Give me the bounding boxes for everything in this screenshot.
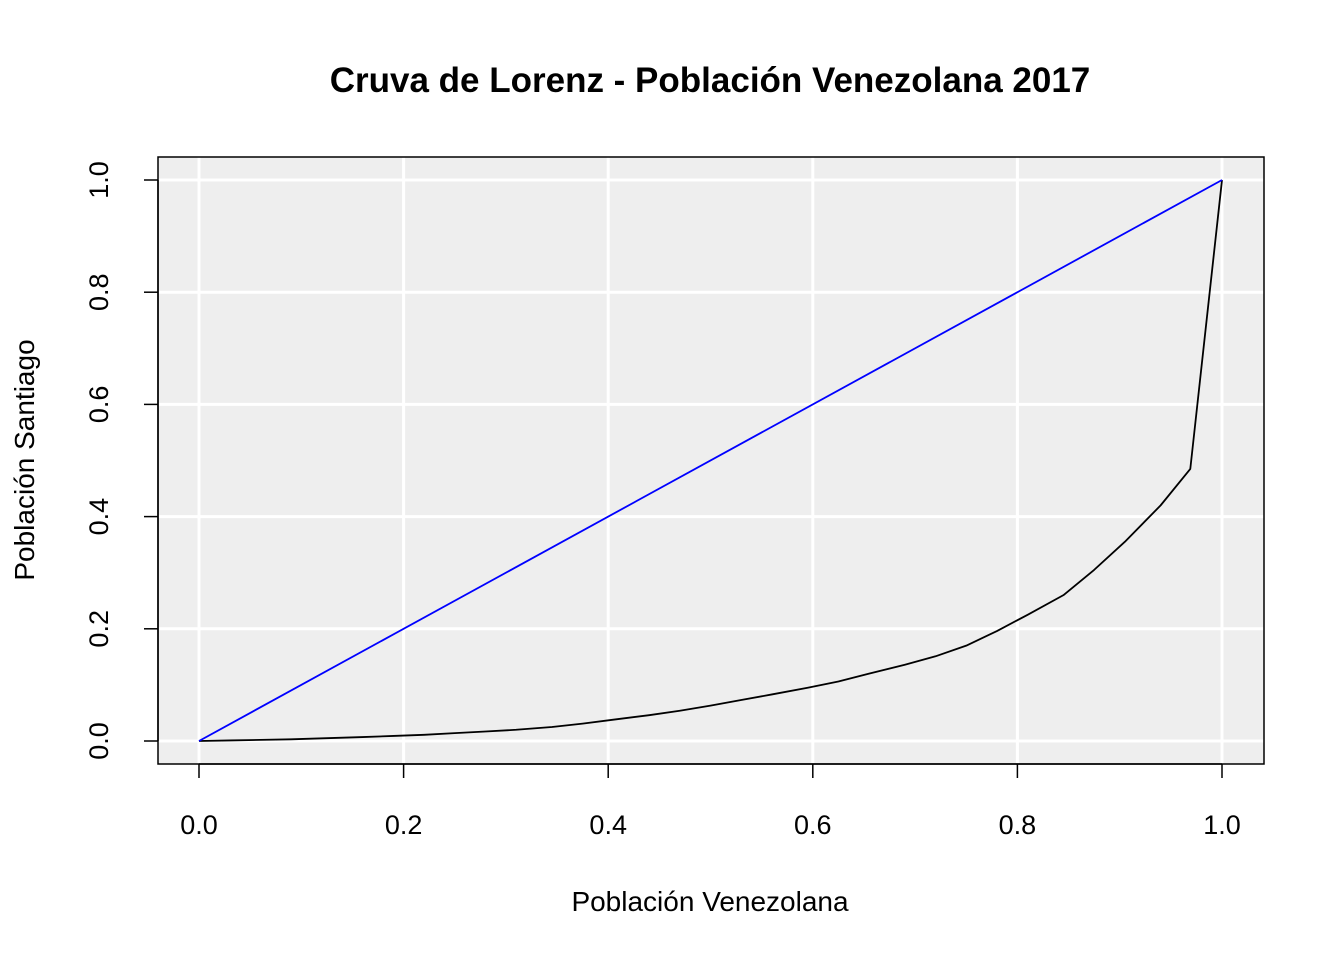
lorenz-curve-line [198, 179, 1223, 742]
y-tick-label: 0.2 [84, 610, 114, 648]
equality-line [198, 179, 1223, 742]
y-axis-label: Población Santiago [9, 339, 40, 580]
x-axis: 0.0 0.2 0.4 0.6 0.8 1.0 [180, 763, 1241, 840]
x-tick-label: 0.4 [589, 810, 627, 840]
x-axis-label: Población Venezolana [571, 886, 849, 917]
y-tick-label: 0.8 [84, 273, 114, 311]
grid-lines [158, 157, 1264, 764]
chart-title: Cruva de Lorenz - Población Venezolana 2… [330, 61, 1091, 100]
x-tick-label: 0.8 [999, 810, 1037, 840]
data-lines [198, 179, 1223, 742]
x-tick-label: 0.6 [794, 810, 832, 840]
y-tick-label: 0.0 [84, 722, 114, 760]
x-tick-label: 0.0 [180, 810, 218, 840]
x-tick-label: 0.2 [385, 810, 423, 840]
y-tick-label: 0.4 [84, 498, 114, 536]
y-tick-label: 0.6 [84, 386, 114, 424]
y-tick-label: 1.0 [84, 161, 114, 199]
y-axis: 0.0 0.2 0.4 0.6 0.8 1.0 [84, 161, 159, 760]
x-tick-label: 1.0 [1203, 810, 1241, 840]
